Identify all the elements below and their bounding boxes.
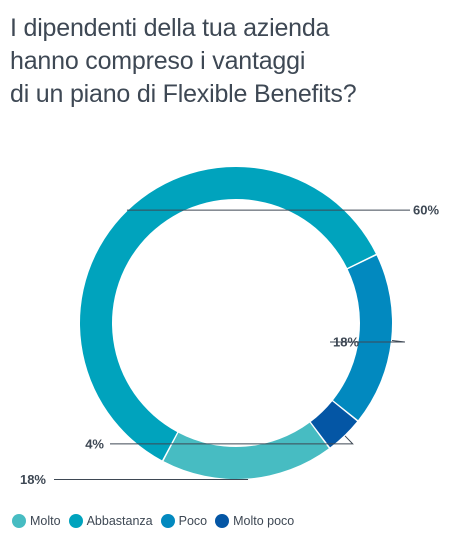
legend-swatch-molto: [12, 514, 26, 528]
title-line-2: hanno compreso i vantaggi: [10, 47, 306, 75]
data-label-molto-poco: 4%: [85, 436, 104, 451]
legend-swatch-abbastanza: [68, 514, 83, 528]
donut-labels: 60% 18% 4% 18%: [20, 203, 439, 487]
legend-swatch-molto-poco: [215, 514, 230, 528]
legend-item-molto-poco: Molto poco: [215, 514, 294, 528]
slice-poco: [333, 255, 392, 421]
slice-molto: [163, 422, 329, 479]
data-label-molto: 18%: [20, 472, 46, 487]
legend-label-poco: Poco: [178, 514, 208, 528]
donut-slices: [80, 167, 392, 479]
chart-title: I dipendenti della tua azienda hanno com…: [10, 12, 450, 111]
legend-swatch-poco: [160, 514, 175, 528]
legend-label-abbastanza: Abbastanza: [86, 514, 153, 528]
leader-line-molto-poco: [110, 435, 354, 445]
data-label-abbastanza: 60%: [413, 203, 439, 218]
legend-item-poco: Poco: [160, 514, 208, 528]
legend: Molto Abbastanza Poco Molto poco: [12, 514, 302, 528]
legend-item-molto: Molto: [12, 514, 61, 528]
title-line-3: di un piano di Flexible Benefits?: [10, 80, 357, 108]
legend-label-molto-poco: Molto poco: [233, 514, 295, 528]
legend-item-abbastanza: Abbastanza: [68, 514, 153, 528]
leader-line-poco: [330, 340, 405, 343]
title-line-1: I dipendenti della tua azienda: [10, 14, 330, 42]
legend-label-molto: Molto: [30, 514, 61, 528]
donut-chart: 60% 18% 4% 18%: [20, 167, 439, 487]
data-label-poco: 18%: [333, 334, 359, 349]
slice-molto-poco: [310, 401, 358, 448]
